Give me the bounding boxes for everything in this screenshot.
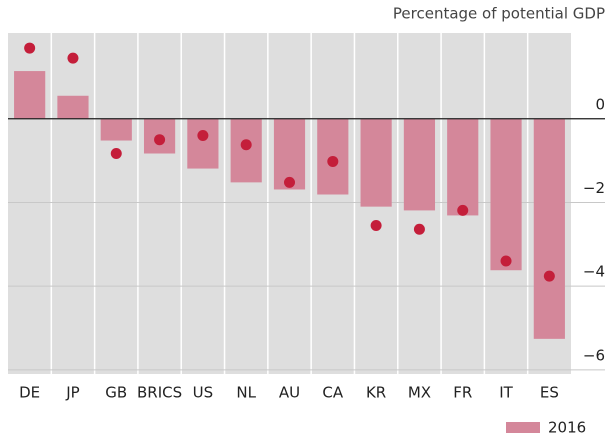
y-tick-label: −4: [583, 263, 605, 281]
dot: [154, 134, 166, 146]
bar: [230, 118, 262, 183]
bar: [447, 118, 479, 216]
dot: [500, 255, 512, 267]
bar: [100, 118, 132, 141]
dot: [543, 270, 555, 282]
dot: [24, 42, 36, 54]
x-tick-label: DE: [19, 384, 40, 402]
bar: [360, 118, 392, 207]
x-tick-label: IT: [499, 384, 513, 402]
x-tick-label: FR: [453, 384, 472, 402]
bar: [57, 95, 89, 119]
x-tick-label: NL: [236, 384, 256, 402]
x-tick-label: ES: [540, 384, 559, 402]
y-tick-label: −2: [583, 179, 605, 197]
dot: [413, 223, 425, 235]
x-tick-label: GB: [105, 384, 127, 402]
dot: [240, 139, 252, 151]
x-tick-label: US: [193, 384, 214, 402]
dot: [457, 204, 469, 216]
axis-label: Percentage of potential GDP: [393, 5, 605, 23]
bar: [187, 118, 219, 169]
x-tick-label: KR: [366, 384, 386, 402]
x-tick-label: CA: [322, 384, 343, 402]
legend-label: 2016: [548, 419, 586, 437]
dot: [67, 52, 79, 64]
y-tick-label: 0: [595, 95, 605, 113]
x-tick-label: BRICS: [137, 384, 182, 402]
y-tick-label: −6: [583, 346, 605, 364]
dot: [370, 219, 382, 231]
x-tick-label: JP: [65, 384, 79, 402]
bar: [533, 118, 565, 339]
bar: [403, 118, 436, 211]
dot: [284, 176, 295, 188]
x-tick-label: MX: [408, 384, 431, 402]
x-tick-label: AU: [279, 384, 300, 402]
plot-background: [8, 33, 571, 374]
dot: [110, 148, 122, 160]
legend-swatch: [506, 422, 540, 433]
dot: [327, 155, 339, 167]
dot: [197, 130, 209, 142]
bar: [490, 118, 522, 271]
bar: [14, 71, 46, 119]
